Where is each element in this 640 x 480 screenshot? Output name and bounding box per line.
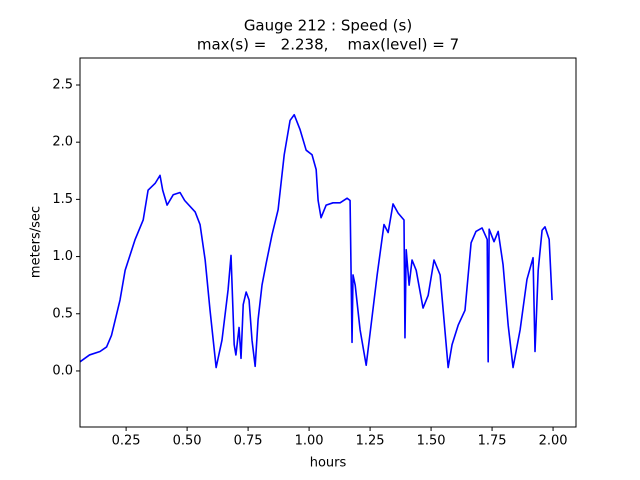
x-tick-label: 0.25 — [112, 434, 141, 449]
x-axis-label: hours — [310, 456, 347, 471]
x-tick-label: 1.75 — [478, 434, 507, 449]
chart-subtitle: max(s) = 2.238, max(level) = 7 — [197, 36, 459, 54]
plot-frame — [79, 57, 577, 428]
x-tick-label: 1.25 — [356, 434, 385, 449]
chart-title: Gauge 212 : Speed (s) — [244, 17, 412, 35]
y-axis-label: meters/sec — [29, 206, 44, 278]
x-tick-label: 1.00 — [295, 434, 324, 449]
y-tick-label: 0.5 — [52, 306, 73, 321]
y-tick-label: 0.0 — [52, 363, 73, 378]
data-line — [79, 113, 553, 369]
y-tick-label: 1.0 — [52, 249, 73, 264]
x-tick-label: 0.75 — [234, 434, 263, 449]
x-tick-label: 0.50 — [173, 434, 202, 449]
x-tick-label: 2.00 — [539, 434, 568, 449]
x-tick-label: 1.50 — [417, 434, 446, 449]
y-tick-label: 2.5 — [52, 77, 73, 92]
y-tick-label: 2.0 — [52, 135, 73, 150]
y-tick-label: 1.5 — [52, 192, 73, 207]
